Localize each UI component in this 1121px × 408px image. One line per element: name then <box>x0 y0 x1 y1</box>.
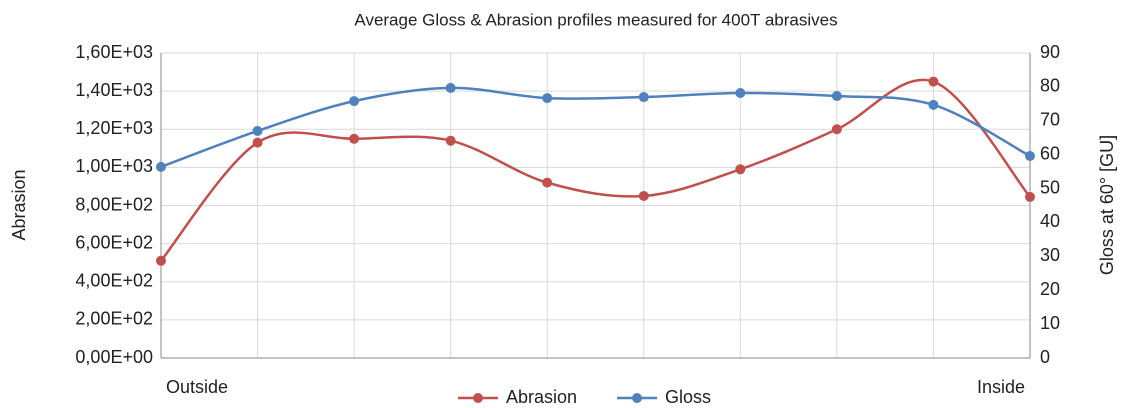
point <box>156 255 166 266</box>
y2-tick-label: 70 <box>1040 110 1060 130</box>
point <box>445 135 456 146</box>
series-line <box>160 86 1031 169</box>
series-line <box>160 78 1031 262</box>
y-tick-label: 1,40E+03 <box>75 80 153 100</box>
point <box>349 96 360 107</box>
legend-label: Gloss <box>665 387 711 407</box>
y2-tick-label: 80 <box>1040 76 1060 96</box>
x-tick-label: Outside <box>166 377 228 397</box>
y2-tick-label: 10 <box>1040 313 1060 333</box>
point <box>542 177 553 188</box>
y-tick-label: 8,00E+02 <box>75 194 153 214</box>
x-tick-label: Inside <box>977 377 1025 397</box>
legend-marker <box>473 393 483 403</box>
y-tick-label: 1,60E+03 <box>75 42 153 62</box>
y-tick-label: 6,00E+02 <box>75 232 153 252</box>
y-tick-label: 4,00E+02 <box>75 271 153 291</box>
legend-label: Abrasion <box>506 387 577 407</box>
point <box>831 91 842 102</box>
y-tick-label: 2,00E+02 <box>75 309 153 329</box>
point <box>735 87 746 98</box>
chart-title: Average Gloss & Abrasion profiles measur… <box>354 10 837 29</box>
point <box>928 99 939 110</box>
point <box>1025 151 1035 162</box>
y-tick-label: 0,00E+00 <box>75 347 153 367</box>
y2-tick-label: 30 <box>1040 245 1060 265</box>
y-tick-label: 1,00E+03 <box>75 156 153 176</box>
point <box>638 92 649 103</box>
point <box>542 93 553 104</box>
y2-axis-title: Gloss at 60° [GU] <box>1097 135 1117 275</box>
point <box>445 82 456 93</box>
point <box>252 137 263 148</box>
point <box>349 133 360 144</box>
point <box>156 161 166 172</box>
y2-tick-label: 90 <box>1040 42 1060 62</box>
legend-marker <box>632 393 643 403</box>
point <box>1025 191 1035 202</box>
y2-tick-label: 20 <box>1040 279 1060 299</box>
point <box>735 164 746 175</box>
y2-tick-label: 0 <box>1040 347 1050 367</box>
y-tick-label: 1,20E+03 <box>75 118 153 138</box>
y2-tick-label: 50 <box>1040 177 1060 197</box>
y2-tick-label: 40 <box>1040 211 1060 231</box>
point <box>638 190 649 201</box>
y-axis-title: Abrasion <box>9 169 29 240</box>
point <box>252 125 263 136</box>
point <box>831 124 842 135</box>
point <box>928 76 939 87</box>
y2-tick-label: 60 <box>1040 143 1060 163</box>
